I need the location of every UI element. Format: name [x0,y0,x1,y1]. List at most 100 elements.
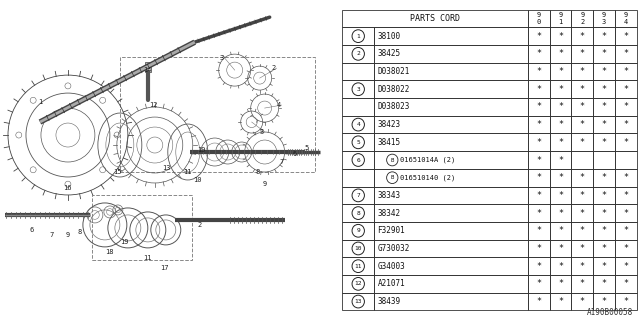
Bar [528,257,550,275]
Bar [374,275,528,293]
Text: *: * [536,32,541,41]
Bar [615,151,637,169]
Text: A21071: A21071 [378,279,405,288]
Bar [615,27,637,45]
Bar [528,169,550,187]
Bar [528,27,550,45]
Text: *: * [536,120,541,129]
Bar [342,10,528,27]
Bar [550,293,572,310]
Text: 10: 10 [355,246,362,251]
Text: *: * [602,85,607,94]
Text: 38439: 38439 [378,297,401,306]
Bar [550,187,572,204]
Bar [342,27,374,45]
Text: *: * [536,226,541,235]
Text: 9
3: 9 3 [602,12,606,25]
Bar [342,63,374,80]
Text: 5: 5 [305,145,308,151]
Bar [572,240,593,257]
Bar [593,169,615,187]
Bar [615,257,637,275]
Text: *: * [536,297,541,306]
Text: *: * [558,191,563,200]
Text: 6: 6 [292,151,297,157]
Text: *: * [558,49,563,58]
Text: 3: 3 [260,129,264,135]
Bar [528,133,550,151]
Bar [550,275,572,293]
Text: *: * [558,209,563,218]
Text: D038022: D038022 [378,85,410,94]
Text: *: * [580,32,585,41]
Bar [342,187,374,204]
Text: *: * [558,244,563,253]
Text: *: * [580,191,585,200]
Bar [374,27,528,45]
Bar [615,80,637,98]
Bar [593,151,615,169]
Text: 13: 13 [355,299,362,304]
Bar [550,151,572,169]
Text: 9: 9 [262,181,267,187]
Text: *: * [602,173,607,182]
Bar [528,151,550,169]
Bar [550,204,572,222]
Text: *: * [558,173,563,182]
Text: *: * [623,49,628,58]
Text: *: * [536,209,541,218]
Text: 11: 11 [355,264,362,269]
Bar [572,222,593,240]
Bar [593,187,615,204]
Bar [374,169,528,187]
Bar [374,116,528,133]
Text: *: * [623,262,628,271]
Bar [615,293,637,310]
Bar [550,27,572,45]
Text: *: * [580,120,585,129]
Bar [528,187,550,204]
Bar [550,45,572,63]
Bar [342,80,374,98]
Text: 016510140 (2): 016510140 (2) [399,174,455,181]
Text: *: * [558,156,563,164]
Bar [572,80,593,98]
Text: 38342: 38342 [378,209,401,218]
Bar [572,151,593,169]
Text: *: * [558,120,563,129]
Text: *: * [536,102,541,111]
Bar [593,293,615,310]
Text: *: * [602,297,607,306]
Bar [593,240,615,257]
Bar [593,204,615,222]
Text: *: * [623,297,628,306]
Bar [342,169,374,187]
Bar [342,116,374,133]
Bar [374,151,528,169]
Text: 12: 12 [355,281,362,286]
Bar [593,10,615,27]
Text: *: * [623,279,628,288]
Bar [615,222,637,240]
Text: 4: 4 [356,122,360,127]
Bar [615,45,637,63]
Text: 3: 3 [356,87,360,92]
Text: *: * [602,279,607,288]
Text: 18: 18 [106,249,114,255]
Text: *: * [558,32,563,41]
Text: 1: 1 [38,99,42,105]
Text: 38100: 38100 [378,32,401,41]
Text: 9
0: 9 0 [536,12,541,25]
Bar [593,257,615,275]
Text: *: * [536,85,541,94]
Bar [342,98,374,116]
Bar [374,240,528,257]
Bar [528,240,550,257]
Text: *: * [580,297,585,306]
Text: 9
2: 9 2 [580,12,584,25]
Text: *: * [558,67,563,76]
Bar [572,133,593,151]
Bar [550,133,572,151]
Text: *: * [602,49,607,58]
Text: *: * [602,32,607,41]
